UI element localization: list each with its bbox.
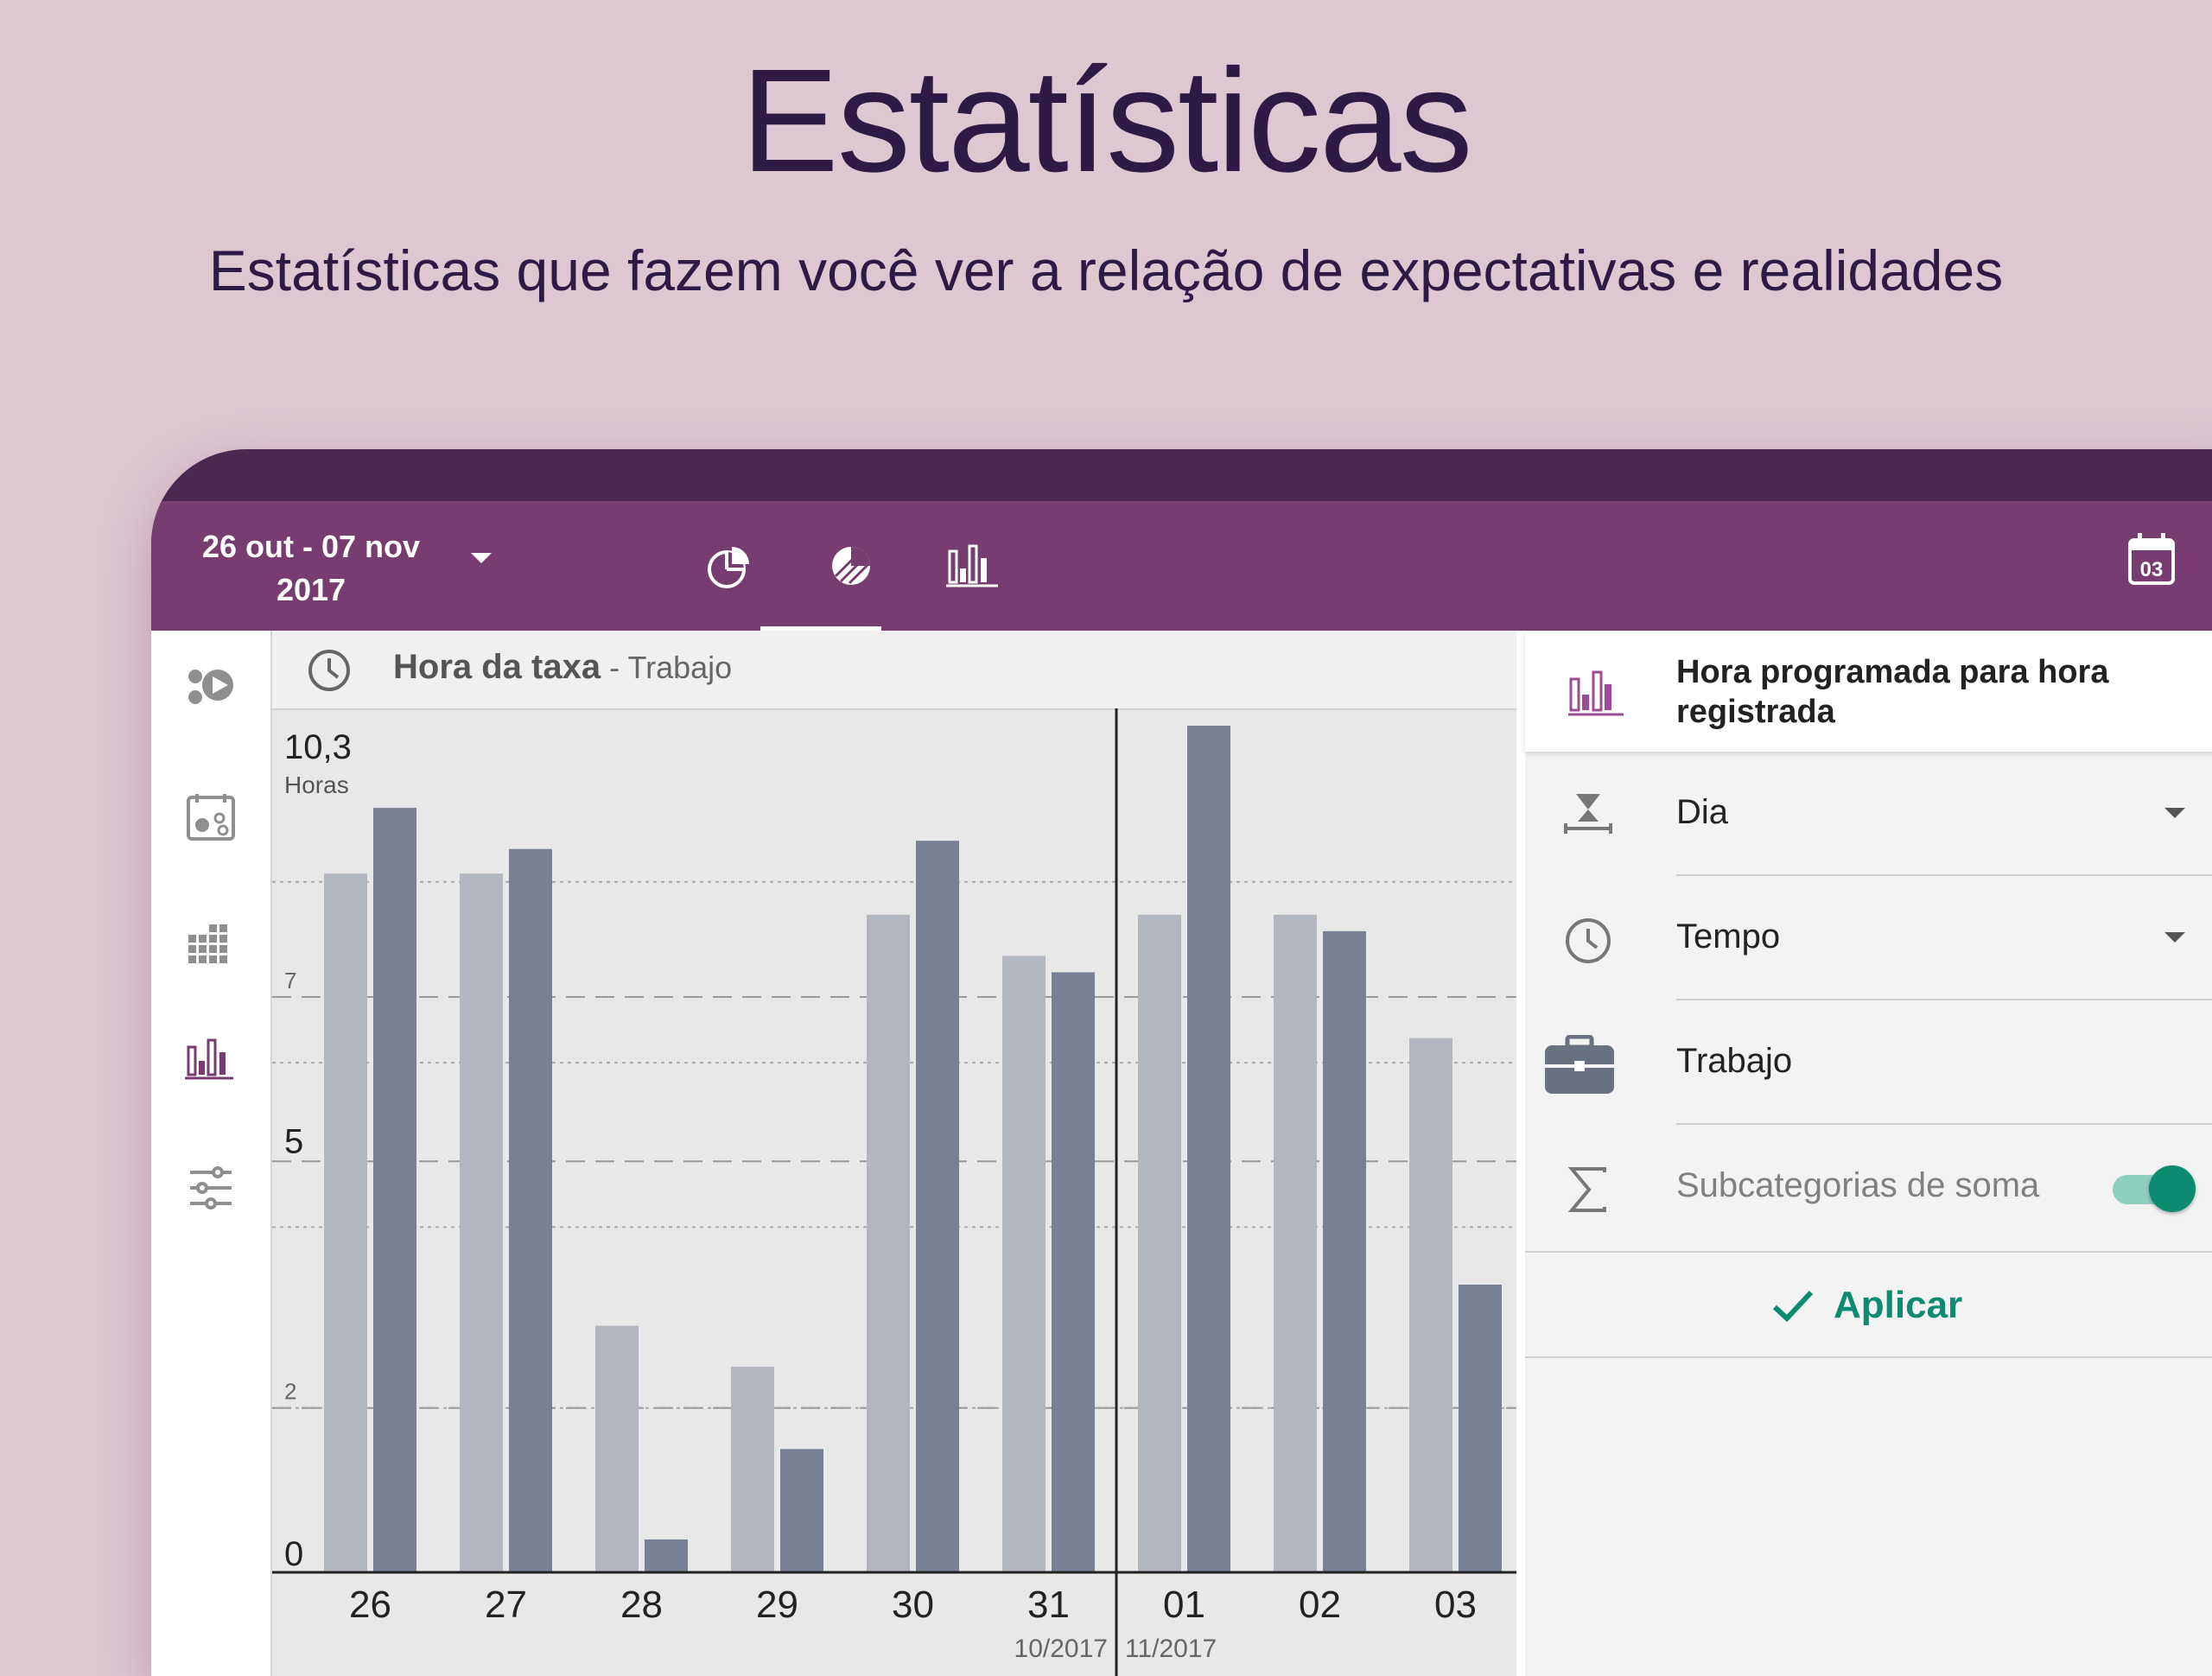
y-tick-label: 2 bbox=[284, 1379, 296, 1405]
x-tick-label: 02 bbox=[1299, 1584, 1341, 1626]
x-tick-label: 29 bbox=[756, 1584, 798, 1626]
hourglass-interval-icon bbox=[1564, 794, 1612, 834]
rail-item-filters[interactable] bbox=[181, 1158, 241, 1218]
y-tick-label: 7 bbox=[284, 968, 296, 994]
tab-bar-chart-selected[interactable] bbox=[933, 527, 1011, 605]
value-type-value: Tempo bbox=[1676, 917, 1781, 955]
calendar-icon: 03 bbox=[2128, 533, 2175, 585]
bar bbox=[731, 1367, 774, 1572]
pie-chart-icon bbox=[708, 547, 749, 588]
pie-chart-striped-icon bbox=[832, 547, 870, 585]
bar bbox=[916, 841, 959, 1572]
y-tick-label: 5 bbox=[284, 1122, 303, 1160]
clock-icon bbox=[308, 650, 350, 691]
date-range-dropdown-icon[interactable] bbox=[471, 553, 492, 565]
chart-category: Trabajo bbox=[627, 650, 733, 685]
tab-pie-striped[interactable] bbox=[812, 527, 890, 605]
bar bbox=[780, 1449, 823, 1572]
settings-panel: Hora programada para hora registrada Dia… bbox=[1525, 631, 2212, 1676]
categories-grid-icon bbox=[187, 794, 235, 841]
check-icon bbox=[1772, 1290, 1814, 1323]
x-tick-label: 31 bbox=[1027, 1584, 1070, 1626]
settings-panel-header: Hora programada para hora registrada bbox=[1525, 631, 2212, 752]
tablet-frame: 26 out - 07 nov 2017 bbox=[151, 449, 2212, 1676]
chart-title: Hora da taxa - Trabajo bbox=[393, 648, 732, 687]
promo-subtitle: Estatísticas que fazem você ver a relaçã… bbox=[208, 238, 2004, 302]
briefcase-icon bbox=[1545, 1035, 1614, 1094]
x-tick-label: 28 bbox=[620, 1584, 663, 1626]
calendar-grid-icon bbox=[188, 924, 227, 963]
bar-chart-icon bbox=[946, 544, 998, 587]
selected-tab-indicator bbox=[760, 626, 881, 631]
chart-title-separator: - bbox=[601, 650, 628, 685]
bar bbox=[1459, 1284, 1502, 1572]
filter-sliders-icon bbox=[190, 1166, 232, 1209]
date-range-line2: 2017 bbox=[276, 572, 346, 607]
bar bbox=[373, 808, 416, 1572]
chevron-down-icon bbox=[2164, 932, 2185, 943]
bar bbox=[1052, 972, 1095, 1572]
y-axis-unit-label: Horas bbox=[284, 771, 349, 798]
bar bbox=[509, 848, 552, 1572]
settings-panel-title: Hora programada para hora registrada bbox=[1676, 654, 2109, 730]
clock-icon bbox=[1566, 918, 1611, 963]
chart-metric: Hora da taxa bbox=[393, 648, 601, 686]
calendar-day: 03 bbox=[2140, 558, 2164, 581]
bar bbox=[867, 914, 910, 1572]
bar bbox=[1274, 914, 1317, 1572]
rail-item-categories[interactable] bbox=[181, 657, 241, 717]
bar bbox=[460, 873, 503, 1572]
apply-label: Aplicar bbox=[1834, 1284, 1963, 1326]
today-button[interactable]: 03 bbox=[2126, 531, 2177, 591]
x-tick-label: 26 bbox=[349, 1584, 391, 1626]
chart-area: Hora da taxa - Trabajo 0 2 5 7 10,3 Horas 26 27… bbox=[272, 631, 1516, 1676]
sum-subcategories-label: Subcategorias de soma bbox=[1676, 1166, 2040, 1204]
side-rail bbox=[151, 631, 272, 1676]
grouping-select[interactable]: Dia bbox=[1525, 752, 2212, 876]
bar bbox=[1138, 914, 1181, 1572]
value-type-select[interactable]: Tempo bbox=[1525, 876, 2212, 1000]
x-tick-label: 30 bbox=[892, 1584, 934, 1626]
category-value: Trabajo bbox=[1676, 1042, 1793, 1080]
date-range-selector[interactable]: 26 out - 07 nov 2017 bbox=[194, 525, 428, 612]
category-select[interactable]: Trabajo bbox=[1525, 1000, 2212, 1125]
x-tick-label: 01 bbox=[1163, 1584, 1205, 1626]
sum-subcategories-row: Subcategorias de soma bbox=[1525, 1125, 2212, 1249]
bar bbox=[1187, 726, 1230, 1572]
month-label: 10/2017 bbox=[1014, 1635, 1108, 1663]
grouping-value: Dia bbox=[1676, 793, 1729, 831]
apply-button[interactable]: Aplicar bbox=[1771, 1284, 1962, 1327]
rail-item-calendar-grid[interactable] bbox=[181, 911, 241, 972]
bar bbox=[1409, 1038, 1452, 1572]
bar-chart-icon bbox=[185, 1038, 233, 1080]
sigma-icon bbox=[1567, 1167, 1606, 1212]
main-content: Hora da taxa - Trabajo 0 2 5 7 10,3 Horas 26 27… bbox=[151, 631, 2212, 1676]
bar bbox=[1002, 955, 1046, 1572]
bar-chart-icon bbox=[1568, 670, 1624, 716]
bar bbox=[324, 873, 367, 1572]
rail-item-categories-grid[interactable] bbox=[181, 786, 241, 847]
month-label: 11/2017 bbox=[1125, 1635, 1217, 1663]
chevron-down-icon bbox=[2164, 808, 2185, 818]
y-tick-label: 0 bbox=[284, 1535, 303, 1573]
categories-icon bbox=[188, 670, 233, 704]
app-bar: 26 out - 07 nov 2017 bbox=[151, 501, 2212, 631]
chart-header: Hora da taxa - Trabajo bbox=[272, 631, 1516, 710]
rail-item-bar-chart[interactable] bbox=[181, 1028, 241, 1089]
x-tick-label: 03 bbox=[1434, 1584, 1477, 1626]
y-max-label: 10,3 bbox=[284, 728, 352, 766]
x-tick-label: 27 bbox=[485, 1584, 527, 1626]
bar bbox=[595, 1325, 639, 1572]
promo-title: Estatísticas bbox=[741, 39, 1472, 203]
tab-bar-chart[interactable] bbox=[782, 527, 860, 605]
tab-pie-chart[interactable] bbox=[691, 527, 769, 605]
apply-row: Aplicar bbox=[1525, 1251, 2212, 1358]
bar bbox=[645, 1539, 688, 1572]
bar bbox=[1323, 930, 1366, 1572]
date-range-line1: 26 out - 07 nov bbox=[201, 529, 421, 564]
